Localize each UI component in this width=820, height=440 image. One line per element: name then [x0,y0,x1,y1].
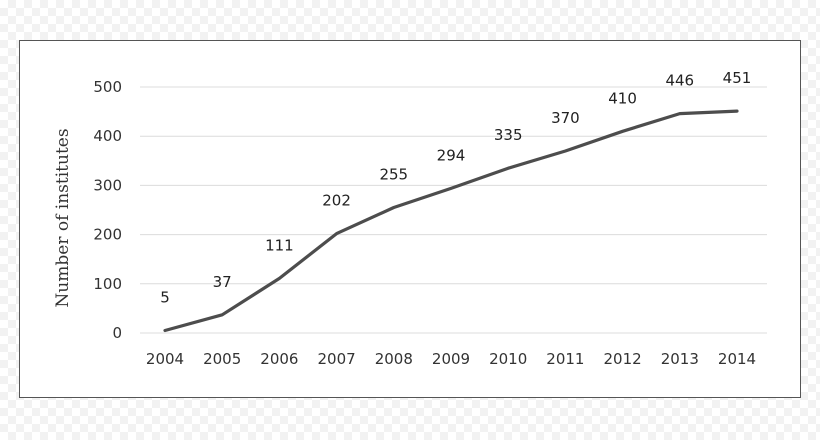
x-tick-label: 2012 [604,350,642,368]
x-tick-label: 2006 [260,350,298,368]
x-axis-ticks: 2004 2005 2006 2007 2008 2009 2010 2011 2012 2013… [146,350,756,368]
y-tick-label: 0 [112,324,122,342]
x-tick-label: 2007 [318,350,356,368]
x-tick-label: 2004 [146,350,184,368]
x-tick-label: 2010 [489,350,527,368]
y-tick-label: 300 [93,176,122,194]
data-label: 410 [608,89,637,107]
x-tick-label: 2008 [375,350,413,368]
data-label: 111 [265,236,294,254]
y-axis-ticks: 0 100 200 300 400 500 [93,78,122,342]
data-label: 446 [665,72,694,90]
x-tick-label: 2014 [718,350,756,368]
gridlines [140,86,767,334]
y-tick-label: 400 [93,127,122,145]
x-tick-label: 2013 [661,350,699,368]
data-label: 451 [723,69,752,87]
data-label: 255 [379,166,408,184]
data-label: 294 [437,146,466,164]
data-label: 5 [160,289,170,307]
series-line [163,109,739,333]
y-tick-label: 500 [93,78,122,96]
x-tick-label: 2005 [203,350,241,368]
data-label: 37 [213,273,232,291]
y-axis-title: Number of institutes [53,128,73,307]
data-label: 335 [494,126,523,144]
y-tick-label: 200 [93,226,122,244]
y-tick-label: 100 [93,275,122,293]
data-labels: 5 37 111 202 255 294 335 370 410 446 451 [160,69,751,306]
x-tick-label: 2009 [432,350,470,368]
series-group [163,109,739,333]
data-label: 202 [322,192,351,210]
data-label: 370 [551,109,580,127]
plot-area-background [45,63,770,373]
x-tick-label: 2011 [546,350,584,368]
